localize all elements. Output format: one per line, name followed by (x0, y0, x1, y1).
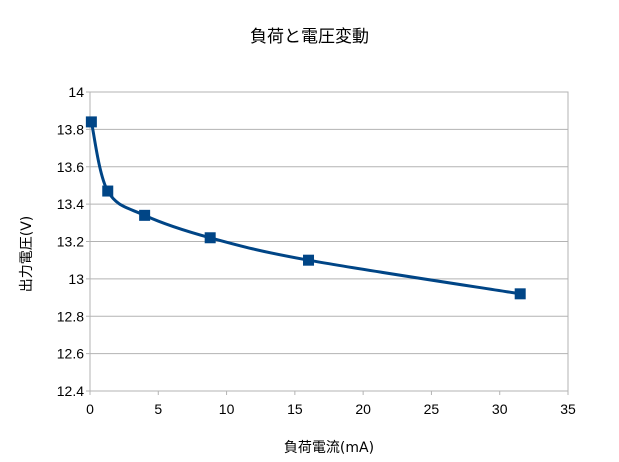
x-tick-label: 20 (355, 401, 371, 417)
y-tick-label: 13.2 (57, 234, 84, 250)
x-tick-label: 25 (424, 401, 440, 417)
data-point-marker (139, 209, 151, 221)
data-point-marker (204, 232, 216, 244)
x-tick-label: 10 (219, 401, 235, 417)
x-tick-label: 0 (86, 401, 94, 417)
y-tick-label: 14 (68, 84, 84, 100)
x-tick-label: 5 (154, 401, 162, 417)
y-axis-label: 出力電圧(V) (19, 215, 35, 293)
series-line (89, 120, 522, 296)
plot-border (89, 91, 569, 392)
chart-title: 負荷と電圧変動 (250, 27, 369, 47)
data-point-marker (514, 288, 526, 300)
data-point-marker (85, 116, 97, 128)
y-tick-label: 12.8 (57, 308, 84, 324)
data-point-marker (303, 254, 315, 266)
y-tick-label: 13.4 (57, 196, 84, 212)
y-tick-label: 13 (68, 271, 84, 287)
y-tick-label: 12.6 (57, 346, 84, 362)
x-tick-label: 30 (492, 401, 508, 417)
x-tick-label: 15 (287, 401, 303, 417)
y-tick-label: 12.4 (57, 383, 84, 399)
x-axis-label: 負荷電流(mA) (283, 440, 375, 456)
y-tick-label: 13.8 (57, 121, 84, 137)
data-point-marker (102, 185, 114, 197)
y-tick-label: 13.6 (57, 159, 84, 175)
x-tick-label: 35 (560, 401, 576, 417)
